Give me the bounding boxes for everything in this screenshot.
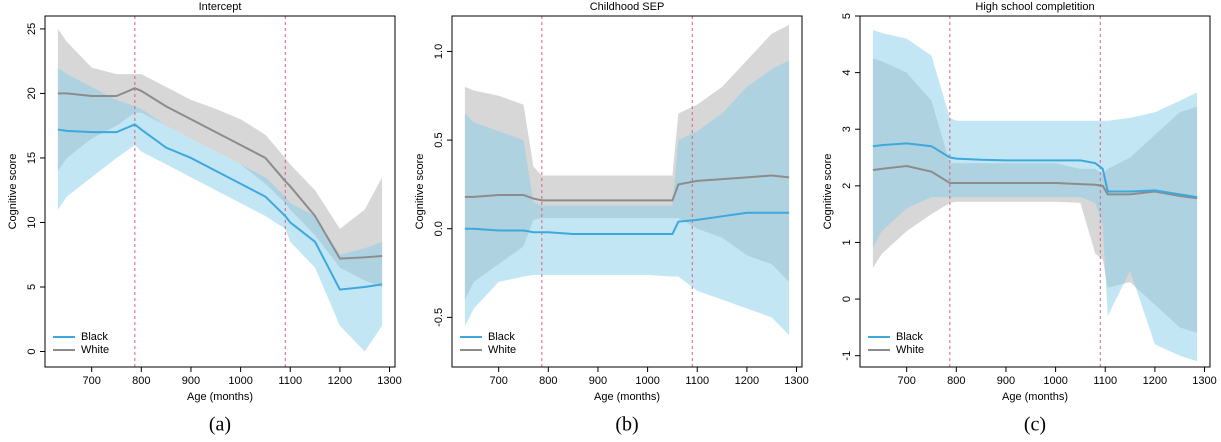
chart-title: High school completition — [975, 1, 1094, 13]
y-tick-label: 1.0 — [433, 44, 445, 59]
y-axis-label: Cognitive score — [414, 154, 426, 230]
confidence-band — [57, 67, 383, 352]
legend-label: Black — [81, 331, 108, 343]
y-tick-label: 5 — [841, 13, 853, 19]
x-axis-label: Age (months) — [187, 391, 253, 403]
x-tick-label: 900 — [997, 375, 1015, 387]
legend-label: White — [488, 344, 516, 356]
series-line — [872, 142, 1198, 199]
y-tick-label: -0.5 — [433, 308, 445, 327]
x-tick-label: 800 — [947, 375, 965, 387]
series-line — [57, 123, 383, 291]
legend-label: Black — [488, 331, 515, 343]
legend-label: Black — [896, 331, 923, 343]
chart-title: Intercept — [199, 1, 242, 13]
series-line — [57, 87, 383, 260]
series-line — [872, 165, 1198, 200]
caption: (c) — [1024, 414, 1046, 436]
y-tick-label: 0.0 — [433, 221, 445, 236]
y-tick-label: 1 — [841, 239, 853, 245]
chart-title: Childhood SEP — [590, 1, 665, 13]
y-tick-label: 0 — [26, 348, 38, 354]
y-tick-label: 5 — [26, 284, 38, 290]
x-tick-label: 700 — [82, 375, 100, 387]
x-axis-label: Age (months) — [594, 391, 660, 403]
x-tick-label: 1100 — [685, 375, 709, 387]
x-tick-label: 700 — [897, 375, 915, 387]
x-tick-label: 1300 — [377, 375, 401, 387]
x-tick-label: 1000 — [228, 375, 252, 387]
confidence-band — [872, 30, 1198, 362]
x-tick-label: 1200 — [1143, 375, 1167, 387]
plot-frame — [44, 15, 396, 368]
y-tick-label: 3 — [841, 126, 853, 132]
y-tick-label: 20 — [26, 87, 38, 99]
x-tick-label: 1000 — [1043, 375, 1067, 387]
x-tick-label: 1100 — [278, 375, 302, 387]
x-tick-label: 1200 — [735, 375, 759, 387]
caption: (a) — [209, 414, 231, 436]
series-line — [464, 174, 790, 202]
legend-label: White — [896, 344, 924, 356]
x-tick-label: 900 — [589, 375, 607, 387]
x-tick-label: 1000 — [635, 375, 659, 387]
x-tick-label: 1300 — [784, 375, 808, 387]
y-tick-label: 10 — [26, 216, 38, 228]
y-tick-label: 0 — [841, 296, 853, 302]
y-tick-label: 25 — [26, 23, 38, 35]
x-axis-label: Age (months) — [1002, 391, 1068, 403]
y-tick-label: 4 — [841, 70, 853, 76]
x-tick-label: 1300 — [1192, 375, 1216, 387]
confidence-band — [464, 60, 790, 336]
x-tick-label: 900 — [182, 375, 200, 387]
y-tick-label: 2 — [841, 183, 853, 189]
y-axis-label: Cognitive score — [7, 154, 19, 230]
series-line — [464, 211, 790, 236]
caption: (b) — [615, 414, 638, 436]
plot-frame — [451, 15, 803, 368]
y-tick-label: 0.5 — [433, 132, 445, 147]
x-tick-label: 700 — [489, 375, 507, 387]
y-tick-label: 15 — [26, 152, 38, 164]
y-axis-label: Cognitive score — [822, 154, 834, 230]
plot-frame — [859, 15, 1211, 368]
x-tick-label: 800 — [132, 375, 150, 387]
x-tick-label: 1200 — [328, 375, 352, 387]
x-tick-label: 1100 — [1093, 375, 1117, 387]
x-tick-label: 800 — [539, 375, 557, 387]
y-tick-label: -1 — [841, 351, 853, 361]
confidence-band — [57, 28, 383, 287]
legend-label: White — [81, 344, 109, 356]
